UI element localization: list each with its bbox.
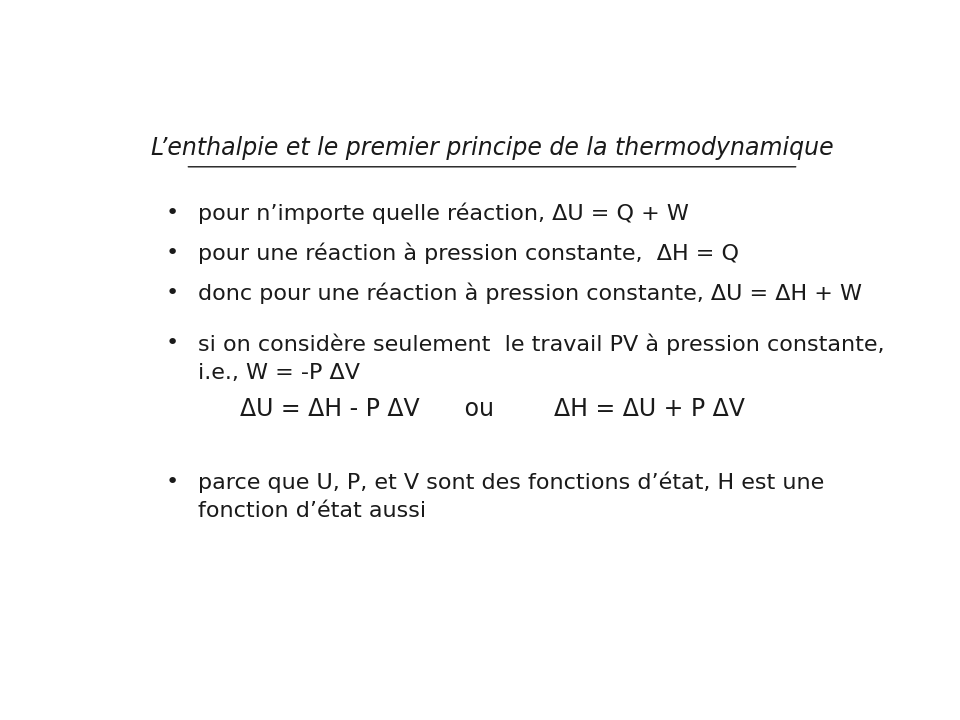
Text: •: • [165,333,179,353]
Text: •: • [165,283,179,302]
Text: donc pour une réaction à pression constante, ΔU = ΔH + W: donc pour une réaction à pression consta… [198,283,862,304]
Text: si on considère seulement  le travail PV à pression constante,
i.e., W = -P ΔV: si on considère seulement le travail PV … [198,333,884,382]
Text: L’enthalpie et le premier principe de la thermodynamique: L’enthalpie et le premier principe de la… [151,136,833,161]
Text: •: • [165,203,179,222]
Text: •: • [165,472,179,492]
Text: •: • [165,243,179,263]
Text: parce que U, P, et V sont des fonctions d’état, H est une
fonction d’état aussi: parce que U, P, et V sont des fonctions … [198,472,825,521]
Text: pour n’importe quelle réaction, ΔU = Q + W: pour n’importe quelle réaction, ΔU = Q +… [198,203,689,225]
Text: pour une réaction à pression constante,  ΔH = Q: pour une réaction à pression constante, … [198,243,739,264]
Text: ΔU = ΔH - P ΔV      ou        ΔH = ΔU + P ΔV: ΔU = ΔH - P ΔV ou ΔH = ΔU + P ΔV [240,397,744,421]
